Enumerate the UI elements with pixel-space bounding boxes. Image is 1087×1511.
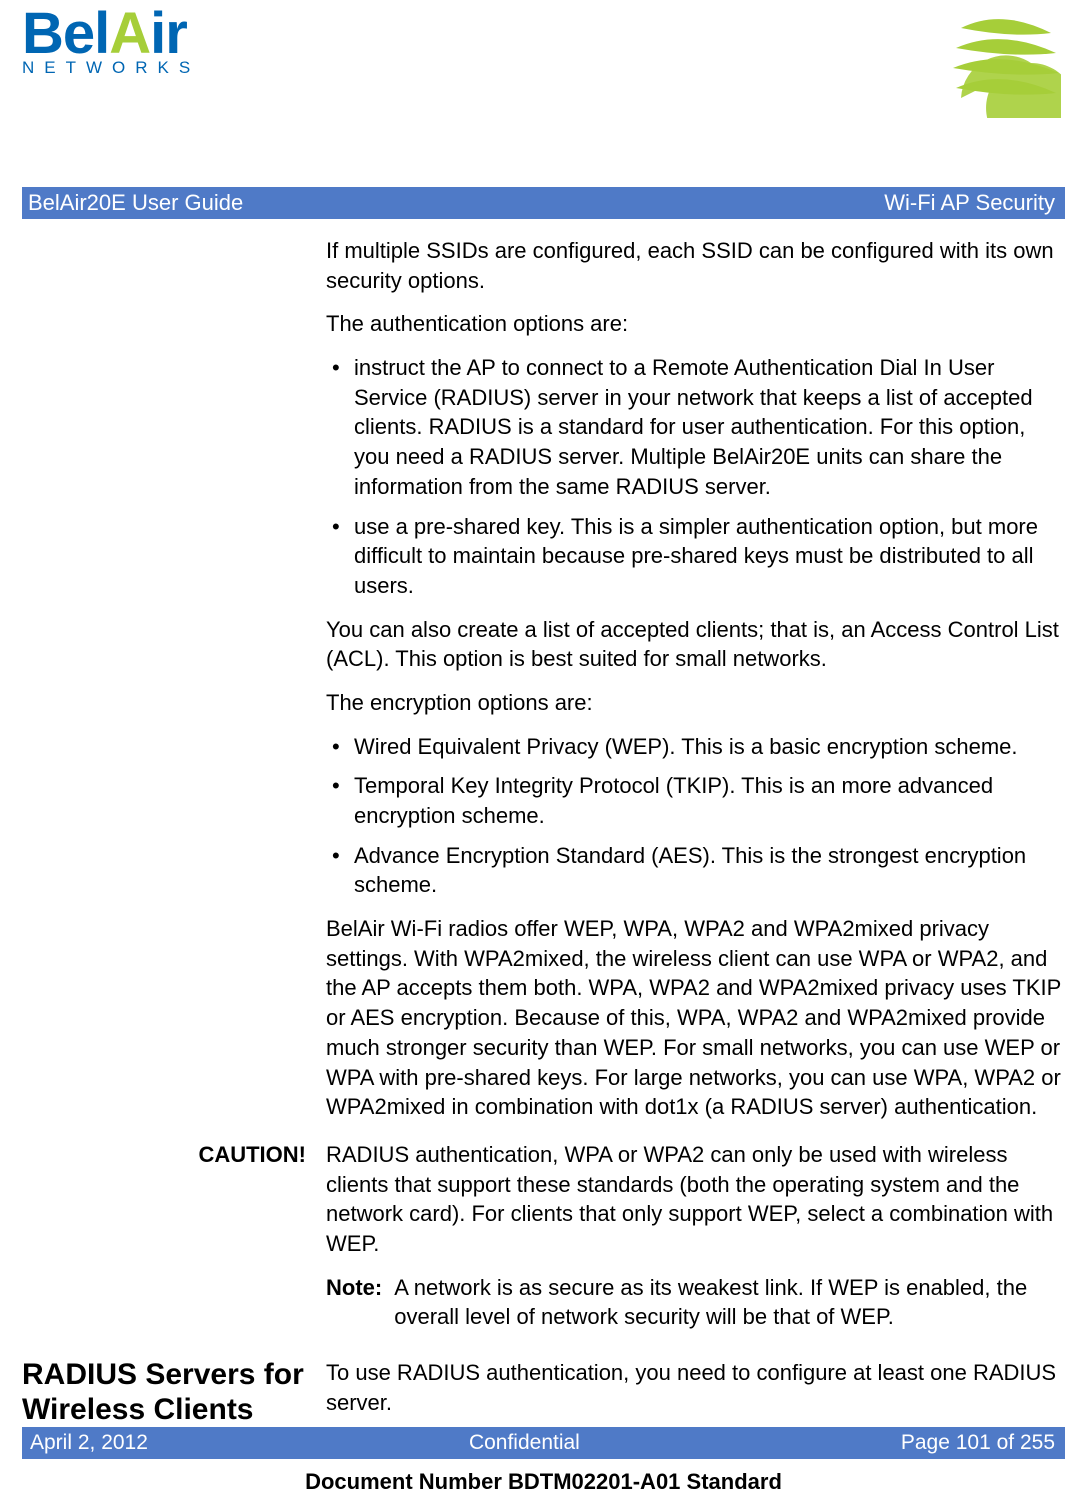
note-block: Note: A network is as secure as its weak… — [326, 1273, 1065, 1332]
title-banner: BelAir20E User Guide Wi-Fi AP Security — [22, 187, 1065, 219]
main-text-column: If multiple SSIDs are configured, each S… — [326, 236, 1065, 1136]
globe-icon — [941, 8, 1061, 118]
section-body: To use RADIUS authentication, you need t… — [326, 1358, 1065, 1431]
paragraph: The authentication options are: — [326, 309, 1065, 339]
section-block: RADIUS Servers for Wireless Clients To u… — [22, 1358, 1065, 1431]
list-item: use a pre-shared key. This is a simpler … — [354, 512, 1065, 601]
caution-body: RADIUS authentication, WPA or WPA2 can o… — [326, 1140, 1065, 1332]
page-header: BelAir NETWORKS — [0, 0, 1087, 140]
caution-text: RADIUS authentication, WPA or WPA2 can o… — [326, 1140, 1065, 1259]
enc-bullet-list: Wired Equivalent Privacy (WEP). This is … — [326, 732, 1065, 900]
caution-label: CAUTION! — [22, 1140, 306, 1332]
logo-subtext: NETWORKS — [22, 58, 272, 78]
paragraph: If multiple SSIDs are configured, each S… — [326, 236, 1065, 295]
footer-banner: April 2, 2012 Confidential Page 101 of 2… — [22, 1427, 1065, 1459]
document-number: Document Number BDTM02201-A01 Standard — [0, 1469, 1087, 1495]
list-item: Wired Equivalent Privacy (WEP). This is … — [354, 732, 1065, 762]
belair-logo: BelAir NETWORKS — [22, 8, 272, 78]
logo-wordmark: BelAir — [22, 8, 272, 60]
paragraph: You can also create a list of accepted c… — [326, 615, 1065, 674]
footer-confidential: Confidential — [469, 1431, 580, 1455]
document-page: BelAir NETWORKS BelAir20E User Guide Wi-… — [0, 0, 1087, 1511]
left-margin-column — [22, 236, 306, 1136]
note-label: Note: — [326, 1273, 382, 1332]
paragraph: BelAir Wi-Fi radios offer WEP, WPA, WPA2… — [326, 914, 1065, 1122]
footer-date: April 2, 2012 — [30, 1431, 148, 1455]
page-body: If multiple SSIDs are configured, each S… — [22, 236, 1065, 1421]
list-item: Temporal Key Integrity Protocol (TKIP). … — [354, 771, 1065, 830]
caution-block: CAUTION! RADIUS authentication, WPA or W… — [22, 1140, 1065, 1332]
list-item: instruct the AP to connect to a Remote A… — [354, 353, 1065, 501]
note-text: A network is as secure as its weakest li… — [394, 1273, 1065, 1332]
list-item: Advance Encryption Standard (AES). This … — [354, 841, 1065, 900]
banner-left: BelAir20E User Guide — [28, 190, 243, 216]
section-heading: RADIUS Servers for Wireless Clients — [22, 1358, 306, 1431]
paragraph: The encryption options are: — [326, 688, 1065, 718]
footer-page: Page 101 of 255 — [901, 1431, 1055, 1455]
auth-bullet-list: instruct the AP to connect to a Remote A… — [326, 353, 1065, 601]
banner-right: Wi-Fi AP Security — [884, 190, 1055, 216]
section-text: To use RADIUS authentication, you need t… — [326, 1358, 1065, 1417]
